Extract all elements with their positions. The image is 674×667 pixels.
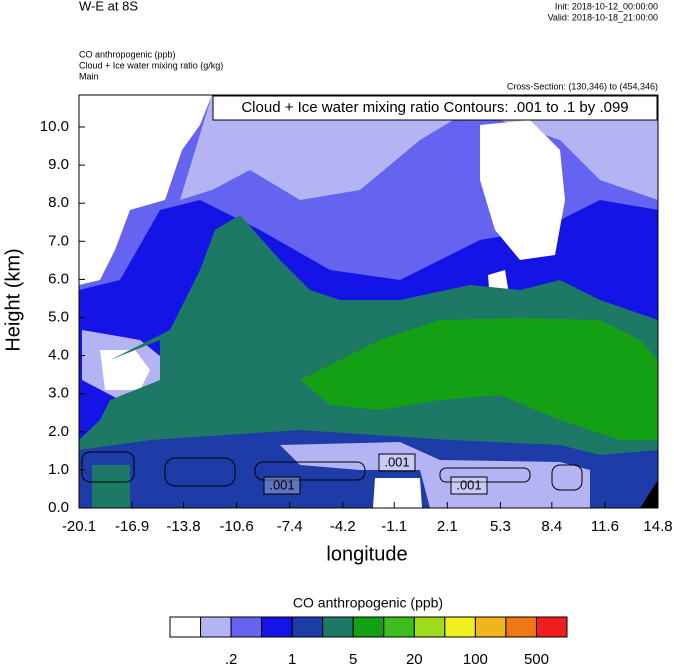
colorbar-label: 5 [349, 651, 357, 667]
x-tick-label: 5.3 [490, 518, 511, 535]
colorbar-label: 1 [288, 651, 296, 667]
y-tick-label: 2.0 [48, 423, 69, 440]
terrain [640, 480, 658, 508]
fill [79, 95, 212, 285]
colorbar-box [535, 616, 568, 638]
contour-line [254, 461, 366, 481]
x-tick-label: -16.9 [115, 518, 149, 535]
valid: Valid: 2018-10-18_21:00:00 [548, 12, 658, 22]
contour-label: .001 [384, 454, 409, 469]
colorbar-label: 20 [406, 651, 423, 667]
field: Main [79, 71, 99, 81]
x-tick-label: -4.2 [330, 518, 356, 535]
y-tick-label: 8.0 [48, 194, 69, 211]
contour-line [551, 464, 583, 491]
x-axis-label: longitude [326, 543, 407, 565]
x-tick-label: -1.1 [381, 518, 407, 535]
contour-label: .001 [456, 477, 481, 492]
x-tick-label: 14.8 [643, 518, 672, 535]
y-tick-label: 5.0 [48, 308, 69, 325]
y-tick-label: 10.0 [40, 118, 69, 135]
fill [373, 478, 422, 508]
fill [280, 442, 590, 508]
contour-line [439, 467, 531, 483]
cross-section: Cross-Section: (130,346) to (454,346) [507, 81, 658, 91]
y-tick-label: 0.0 [48, 499, 69, 516]
colorbar-box [200, 616, 232, 638]
colorbar-box [169, 616, 202, 638]
colorbar-box [291, 616, 324, 638]
colorbar-label: 100 [463, 651, 488, 667]
colorbar-box [230, 616, 263, 638]
fill [92, 465, 130, 508]
note-box [212, 95, 658, 121]
colorbar-box [444, 616, 476, 638]
y-tick-label: 1.0 [48, 461, 69, 478]
colorbar-box [413, 616, 446, 638]
y-tick-label: 7.0 [48, 232, 69, 249]
contour-line [164, 457, 236, 487]
x-tick-label: -7.4 [277, 518, 303, 535]
fill [300, 318, 658, 440]
x-tick-label: 2.1 [437, 518, 458, 535]
colorbar-box [474, 616, 507, 638]
colorbar-box [322, 616, 354, 638]
fill [100, 350, 150, 390]
init: Init: 2018-10-12_00:00:00 [555, 1, 658, 11]
field: Cloud + Ice water mixing ratio (g/kg) [79, 60, 223, 70]
contour-label-box [378, 453, 416, 472]
x-tick-label: 11.6 [591, 518, 619, 535]
contour-label: .001 [269, 477, 294, 492]
y-tick-label: 6.0 [48, 270, 69, 287]
colorbar-title: CO anthropogenic (ppb) [293, 595, 443, 611]
colorbar-box [383, 616, 415, 638]
colorbar-label: .2 [225, 651, 238, 667]
y-axis-label: Height (km) [2, 248, 24, 351]
plot-frame [78, 94, 659, 509]
contour-line [81, 451, 135, 483]
colorbar-label: 500 [524, 651, 549, 667]
colorbar-box [352, 616, 385, 638]
y-tick-label: 4.0 [48, 347, 69, 364]
x-tick-label: 8.4 [541, 518, 562, 535]
colorbar-box [505, 616, 537, 638]
x-tick-label: -20.1 [62, 518, 96, 535]
fill [480, 120, 565, 260]
title: W-E at 8S [79, 0, 138, 13]
contour-label-box [450, 476, 488, 495]
field-plot [79, 95, 658, 508]
contour-label-box [263, 476, 301, 495]
fill [180, 95, 658, 200]
y-tick-label: 3.0 [48, 385, 69, 402]
y-tick-label: 9.0 [48, 156, 69, 173]
x-tick-label: -13.8 [166, 518, 200, 535]
colorbar-box [261, 616, 293, 638]
field: CO anthropogenic (ppb) [79, 49, 176, 59]
contour-note: Cloud + Ice water mixing ratio Contours:… [241, 99, 628, 116]
x-tick-label: -10.6 [220, 518, 254, 535]
